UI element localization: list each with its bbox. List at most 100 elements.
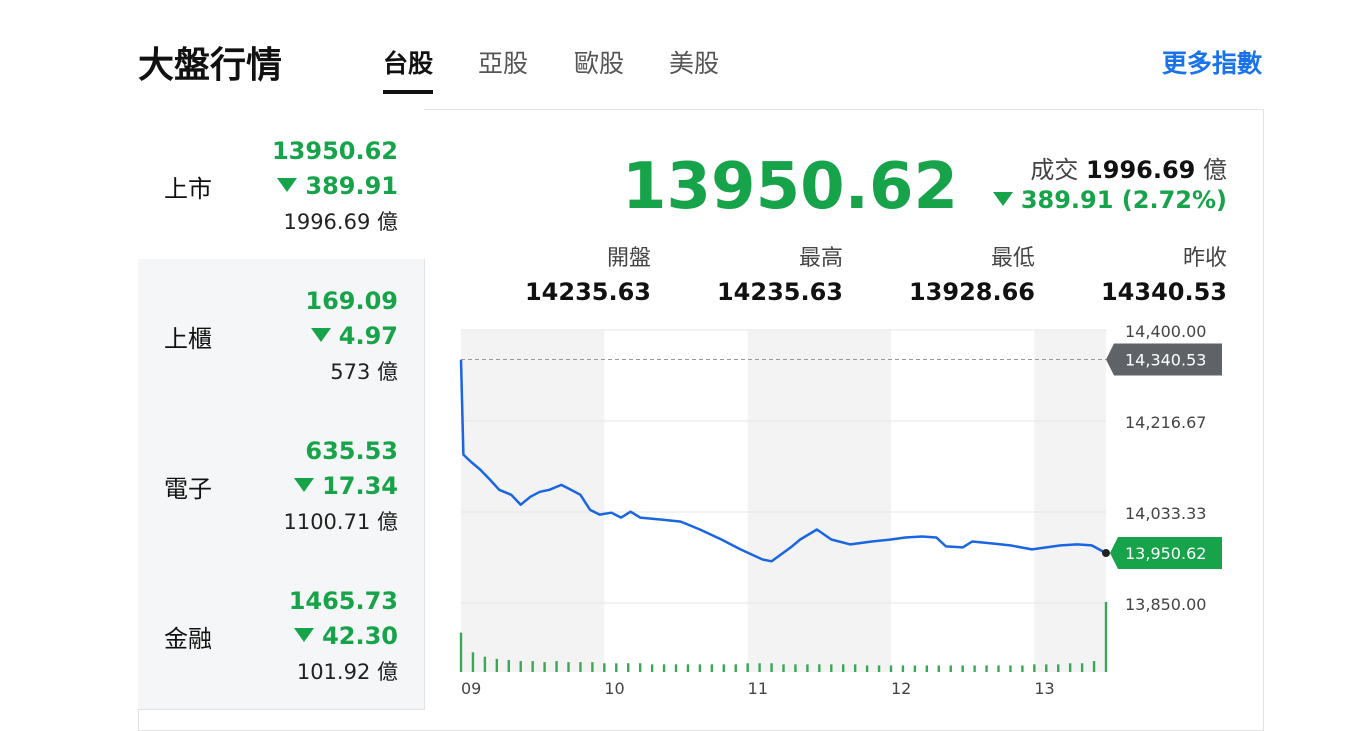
volume-bar — [1104, 602, 1108, 672]
volume-bar — [686, 664, 690, 672]
tab[interactable]: 亞股 — [478, 49, 529, 78]
volume-bar — [997, 665, 1000, 672]
volume-value: 1996.69 — [283, 210, 371, 234]
volume-bar — [865, 665, 869, 672]
hour-band — [747, 330, 891, 672]
volume-bar — [830, 664, 833, 672]
volume-bar — [471, 652, 475, 672]
page-title: 大盤行情 — [138, 45, 283, 86]
volume-bar — [1092, 661, 1096, 672]
prev-close-label: 14,340.53 — [1125, 351, 1206, 370]
tab[interactable]: 歐股 — [574, 49, 625, 78]
market-volume: 573 億 — [330, 356, 398, 386]
turnover-label: 成交 — [1030, 156, 1079, 184]
volume-bar — [925, 665, 929, 672]
x-tick-label: 10 — [604, 679, 624, 698]
market-value: 1465.73 — [288, 587, 398, 615]
last-label: 13,950.62 — [1125, 544, 1206, 563]
body: 大盤行情 台股 亞股 歐股 美股 更多指數 上市 13950.62 389.91 19… — [0, 0, 1367, 715]
volume-bar — [889, 665, 893, 672]
stat: 最低 13928.66 — [855, 240, 1035, 306]
unit: 億 — [1203, 156, 1227, 184]
volume-bar — [937, 665, 940, 672]
volume-bar — [734, 664, 737, 672]
index-change: 389.91 (2.72%) — [993, 186, 1227, 214]
stat-label: 昨收 — [1182, 246, 1227, 271]
unit: 億 — [377, 360, 398, 384]
unit: 億 — [377, 660, 398, 684]
volume-value: 1100.71 — [283, 510, 371, 534]
volume-bar — [603, 663, 606, 672]
volume-bar — [770, 663, 773, 672]
y-tick-label: 13,850.00 — [1125, 595, 1206, 614]
last-tag — [1110, 537, 1222, 570]
hour-band — [1034, 330, 1106, 672]
market-value: 13950.62 — [271, 137, 398, 165]
volume-bar — [674, 664, 678, 672]
page: 大盤行情 {"header": {"title": "大盤行情", "tabs"… — [0, 0, 1367, 715]
volume-bar — [627, 663, 630, 672]
market-row[interactable]: 上櫃 169.09 4.97 573 億 — [138, 259, 425, 410]
volume-value: 101.92 — [296, 660, 371, 684]
turnover: 成交 1996.69 億 — [1030, 150, 1227, 185]
x-tick-label: 09 — [461, 679, 481, 698]
unit: 億 — [377, 510, 398, 534]
more-link[interactable]: 更多指數 — [1161, 49, 1262, 78]
volume-bar — [1068, 663, 1072, 672]
volume-bar — [877, 665, 881, 672]
market-change: 42.30 — [294, 622, 398, 650]
market-name: 電子 — [164, 475, 212, 503]
stat-label: 開盤 — [606, 246, 651, 271]
stat-label: 最低 — [990, 246, 1035, 271]
market-change: 4.97 — [311, 322, 398, 350]
index-value: 13950.62 — [621, 150, 958, 224]
y-tick-label: 14,033.33 — [1125, 504, 1206, 523]
volume-bar — [746, 663, 749, 672]
x-tick-label: 11 — [748, 679, 768, 698]
volume-bar — [901, 665, 905, 672]
volume-bar — [567, 662, 570, 672]
volume-bar — [507, 659, 510, 672]
volume-bar — [985, 665, 988, 672]
market-change: 389.91 — [277, 172, 398, 200]
volume-bar — [483, 656, 487, 672]
volume-bar — [1009, 665, 1012, 672]
turnover-value: 1996.69 — [1086, 156, 1196, 184]
tab[interactable]: 台股 — [383, 44, 434, 94]
market-value: 635.53 — [305, 437, 398, 465]
stat: 開盤 14235.63 — [471, 240, 651, 306]
x-tick-label: 13 — [1034, 679, 1054, 698]
volume-bar — [579, 662, 582, 672]
stat-value: 14235.63 — [716, 278, 843, 306]
volume-bar — [650, 664, 654, 672]
tab[interactable]: 美股 — [669, 49, 720, 78]
stat-label: 最高 — [798, 246, 843, 271]
volume-bar — [698, 664, 702, 672]
stat: 昨收 14340.53 — [1047, 240, 1227, 306]
volume-bar — [961, 665, 964, 672]
last-point — [1102, 549, 1110, 558]
market-name: 上市 — [164, 175, 212, 203]
stat-value: 14235.63 — [524, 278, 651, 306]
hour-band — [461, 330, 605, 672]
market-change: 17.34 — [294, 472, 398, 500]
stat-value: 13928.66 — [908, 278, 1035, 306]
market-name: 上櫃 — [164, 325, 212, 353]
volume-bar — [662, 664, 666, 672]
volume-bar — [555, 661, 558, 672]
change-percent: (2.72%) — [1121, 186, 1227, 214]
volume-bar — [710, 664, 714, 672]
volume-bar — [591, 662, 594, 672]
volume-bar — [519, 661, 522, 672]
volume-bar — [638, 663, 642, 672]
market-volume: 1100.71 億 — [283, 506, 398, 536]
volume-bar — [1033, 664, 1036, 672]
volume-bar — [495, 658, 499, 672]
volume-bar — [782, 664, 785, 672]
price-line — [459, 359, 1107, 563]
market-row[interactable]: 金融 1465.73 42.30 101.92 億 — [138, 559, 425, 710]
volume-bar — [973, 665, 976, 672]
market-row[interactable]: 電子 635.53 17.34 1100.71 億 — [138, 409, 425, 560]
y-tick-label: 14,400.00 — [1125, 322, 1206, 341]
volume-bar — [543, 662, 546, 672]
